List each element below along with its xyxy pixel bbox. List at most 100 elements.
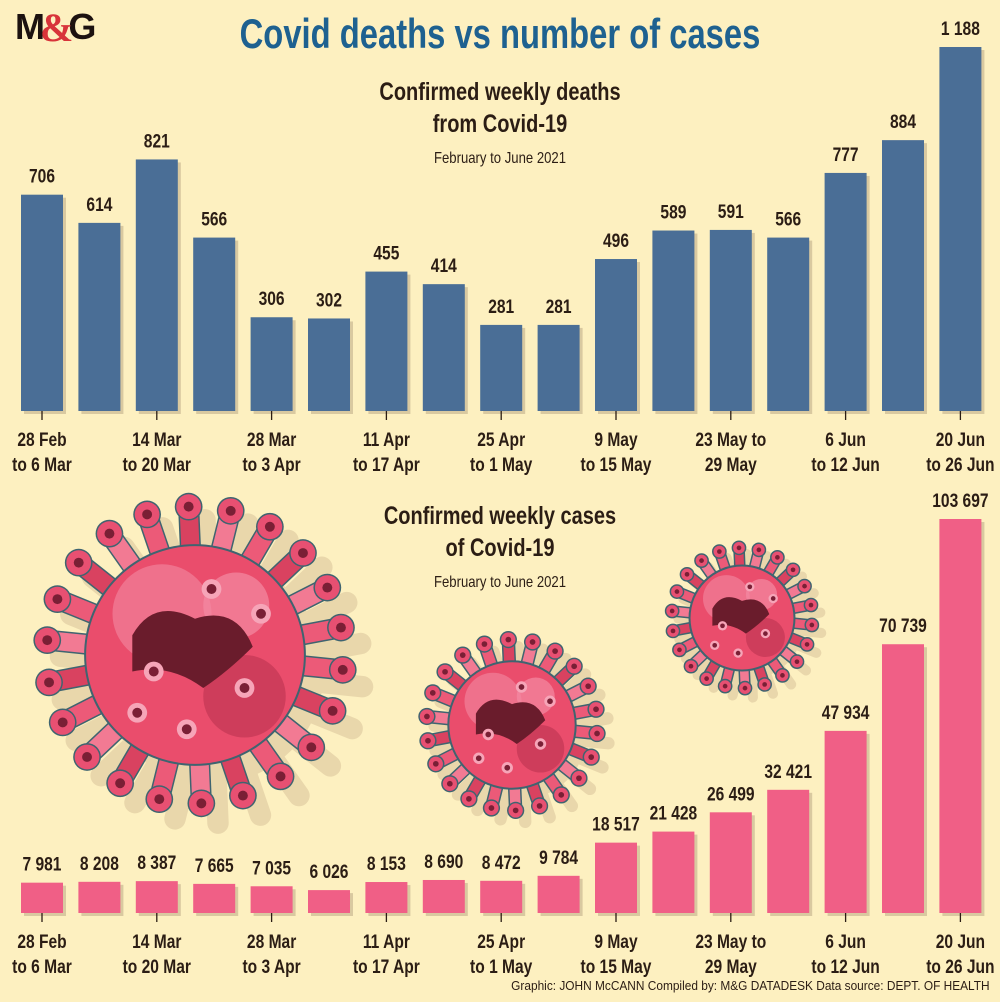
logo-m: M [15,6,45,47]
deaths-tick-label: 9 May [594,429,638,451]
logo-ampersand: & [40,5,73,50]
deaths-bar [824,172,867,411]
cases-bar [21,882,63,913]
cases-bar [480,880,523,913]
deaths-title-line2: from Covid-19 [432,110,568,138]
deaths-value-label: 566 [201,208,227,230]
cases-value-label: 7 981 [23,853,62,875]
deaths-value-label: 884 [890,111,916,133]
coronavirus-small-icon [664,540,827,703]
deaths-value-label: 614 [86,193,112,215]
cases-value-label: 9 784 [539,846,578,868]
cases-value-label: 21 428 [650,802,698,824]
deaths-bar [480,324,523,411]
deaths-value-label: 706 [29,165,55,187]
deaths-value-label: 591 [718,200,744,222]
cases-value-label: 8 690 [424,850,463,872]
deaths-bar [422,284,465,411]
cases-bar [365,882,408,913]
deaths-value-label: 821 [144,130,170,152]
cases-bar [537,875,580,913]
deaths-value-label: 302 [316,289,342,311]
deaths-value-label: 496 [603,230,629,252]
cases-tick-label: 28 Mar [247,931,297,953]
deaths-tick-label: to 3 Apr [242,454,300,476]
deaths-bar [135,159,178,411]
deaths-tick-label: 14 Mar [132,429,182,451]
cases-bar [767,789,810,913]
cases-tick-label: 11 Apr [363,931,410,953]
deaths-bar [21,194,63,411]
cases-tick-label: 28 Feb [17,931,66,953]
cases-value-label: 7 665 [195,854,234,876]
deaths-bar [308,318,350,411]
coronavirus-large-icon [33,492,374,834]
deaths-tick-label: to 6 Mar [12,454,72,476]
cases-value-label: 6 026 [310,861,349,883]
cases-bar [595,842,637,913]
deaths-bar [78,222,121,411]
cases-tick-label: to 12 Jun [811,956,879,978]
deaths-tick-label: 20 Jun [936,429,985,451]
deaths-bar [767,237,810,411]
cases-bar [135,881,178,913]
deaths-value-label: 414 [431,255,457,277]
cases-tick-label: to 20 Mar [123,956,192,978]
cases-bar [308,890,350,913]
deaths-value-label: 455 [373,242,399,264]
deaths-tick-label: to 12 Jun [811,454,879,476]
cases-tick-label: to 6 Mar [12,956,72,978]
cases-bar [939,519,982,913]
deaths-bar [537,324,580,411]
deaths-tick-label: to 26 Jun [926,454,994,476]
cases-bar [882,644,924,913]
cases-tick-label: 14 Mar [132,931,182,953]
cases-tick-label: 25 Apr [477,931,525,953]
cases-value-label: 26 499 [707,783,755,805]
coronavirus-medium-icon [418,630,615,828]
cases-bar [422,879,465,913]
cases-bar [250,886,293,913]
cases-bar [78,881,121,913]
deaths-tick-label: to 1 May [470,454,533,476]
deaths-bar [939,47,982,411]
deaths-value-label: 1 188 [941,18,980,40]
cases-bar [193,883,236,913]
deaths-tick-label: 11 Apr [363,429,410,451]
cases-value-label: 103 697 [932,490,988,512]
deaths-value-label: 281 [488,295,514,317]
credits-footer: Graphic: JOHN McCANN Compiled by: M&G DA… [511,979,990,993]
cases-tick-label: to 15 May [581,956,652,978]
main-title: Covid deaths vs number of cases [239,10,761,57]
cases-value-label: 18 517 [592,813,640,835]
mg-logo: M&G [15,5,96,50]
cases-tick-label: 20 Jun [936,931,985,953]
cases-tick-label: to 26 Jun [926,956,994,978]
cases-tick-label: 29 May [705,956,757,978]
cases-value-label: 8 472 [482,851,521,873]
deaths-tick-label: to 20 Mar [123,454,192,476]
deaths-bar [709,229,752,411]
deaths-tick-label: 29 May [705,454,757,476]
cases-tick-label: 23 May to [695,931,766,953]
deaths-bar [193,237,236,411]
cases-value-label: 8 153 [367,853,406,875]
deaths-value-label: 589 [660,201,686,223]
cases-title-line2: of Covid-19 [445,534,555,562]
deaths-bar [250,317,293,411]
cases-value-label: 47 934 [822,701,870,723]
deaths-bar [365,271,408,411]
deaths-tick-label: to 17 Apr [353,454,420,476]
deaths-tick-label: 28 Mar [247,429,297,451]
deaths-chart-subtitle: February to June 2021 [433,150,567,167]
deaths-bar [882,140,924,411]
cases-value-label: 70 739 [879,615,927,637]
deaths-value-label: 306 [259,288,285,310]
cases-tick-label: to 1 May [470,956,533,978]
cases-value-label: 7 035 [252,857,291,879]
cases-tick-label: to 17 Apr [353,956,420,978]
